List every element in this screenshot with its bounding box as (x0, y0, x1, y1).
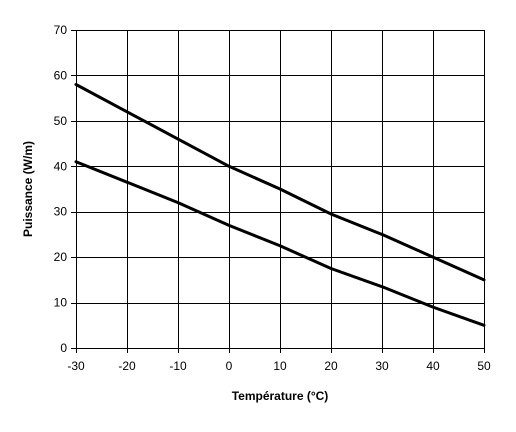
x-tick-label: 30 (375, 359, 389, 373)
y-tick-label: 60 (54, 68, 68, 82)
x-tick-label: 40 (426, 359, 440, 373)
y-tick-label: 70 (54, 23, 68, 37)
y-axis-ticks: 0 10 20 30 40 50 60 70 (54, 23, 76, 355)
x-axis-ticks: -30 -20 -10 0 10 20 30 40 50 (67, 348, 491, 373)
y-tick-label: 20 (54, 250, 68, 264)
y-tick-label: 30 (54, 205, 68, 219)
x-axis-label: Température (°C) (232, 389, 329, 403)
x-tick-label: 20 (324, 359, 338, 373)
y-tick-label: 40 (54, 159, 68, 173)
x-tick-label: 10 (273, 359, 287, 373)
y-tick-label: 0 (60, 341, 67, 355)
x-tick-label: -30 (67, 359, 85, 373)
y-axis-label: Puissance (W/m) (21, 141, 35, 237)
series-line-2 (74, 160, 486, 327)
x-tick-label: 0 (226, 359, 233, 373)
x-tick-label: -10 (169, 359, 187, 373)
series-layer (74, 83, 486, 327)
series-line-1 (74, 83, 486, 282)
x-tick-label: -20 (118, 359, 136, 373)
y-tick-label: 10 (54, 296, 68, 310)
x-tick-label: 50 (477, 359, 491, 373)
y-tick-label: 50 (54, 114, 68, 128)
